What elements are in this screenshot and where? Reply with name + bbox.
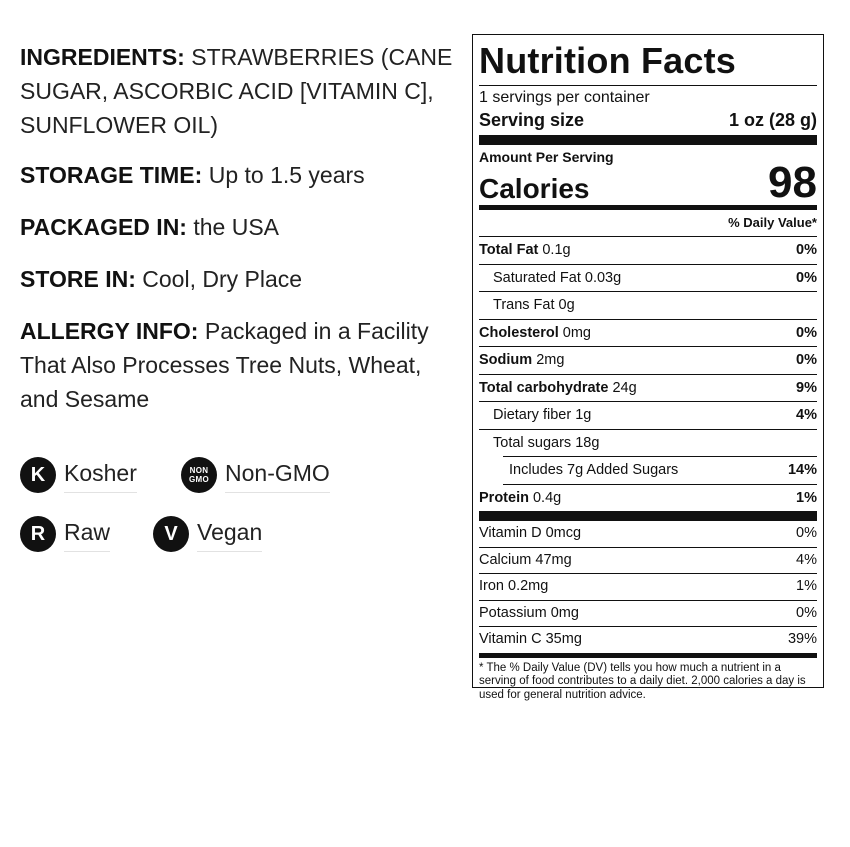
sodium-dv: 0% (796, 352, 817, 368)
cholesterol-label: Cholesterol (479, 324, 559, 341)
raw-label: Raw (64, 517, 111, 552)
total-fat-dv: 0% (796, 242, 817, 258)
daily-value-footnote: * The % Daily Value (DV) tells you how m… (479, 661, 806, 701)
daily-value-header: % Daily Value* (479, 210, 817, 237)
ingredients-text: STRAWBERRIES (CANE SUGAR, ASCORBIC ACID … (20, 44, 453, 138)
potassium-label: Potassium 0mg (479, 604, 579, 621)
protein-label: Protein (479, 489, 529, 506)
vitamin-c-dv: 39% (787, 631, 817, 647)
carbohydrate-dv: 9% (796, 379, 817, 396)
sodium-amount: 2mg (532, 352, 565, 368)
ingredients: INGREDIENTS: STRAWBERRIES (CANE SUGAR, A… (20, 40, 460, 142)
storage-label: STORAGE TIME: (20, 162, 203, 188)
cholesterol-amount: 0mg (558, 324, 592, 341)
total-fat-label: Total Fat (479, 242, 539, 258)
row-protein: Protein 0.4g 1% (479, 485, 817, 512)
row-calcium: Calcium 47mg 4% (479, 548, 817, 574)
divider-thick (479, 135, 817, 145)
badge-vegan: V Vegan (153, 516, 263, 552)
saturated-fat-label: Saturated Fat 0.03g (493, 269, 622, 286)
packaged-label: PACKAGED IN: (20, 214, 187, 240)
storage-time: STORAGE TIME: Up to 1.5 years (20, 158, 365, 192)
row-total-carbohydrate: Total carbohydrate 24g 9% (479, 375, 817, 402)
row-vitamin-c: Vitamin C 35mg 39% (479, 627, 817, 653)
allergy-text: Packaged in a Facility That Also Process… (20, 318, 429, 412)
calcium-dv: 4% (796, 551, 817, 568)
non-gmo-label: Non-GMO (225, 458, 330, 493)
serving-size: Serving size 1 oz (28 g) (479, 109, 817, 131)
vegan-label: Vegan (197, 517, 263, 552)
store-in: STORE IN: Cool, Dry Place (20, 262, 302, 296)
row-total-fat: Total Fat 0.1g 0% (479, 237, 817, 265)
carbohydrate-amount: 24g (608, 379, 637, 396)
row-potassium: Potassium 0mg 0% (479, 601, 817, 627)
non-gmo-icon-line1: NON (189, 466, 209, 475)
row-added-sugars: Includes 7g Added Sugars 14% (503, 456, 817, 485)
divider-thick-vitamins (479, 511, 817, 521)
nutrition-title: Nutrition Facts (479, 35, 817, 86)
row-dietary-fiber: Dietary fiber 1g 4% (479, 402, 817, 430)
row-saturated-fat: Saturated Fat 0.03g 0% (479, 265, 817, 292)
dietary-fiber-dv: 4% (796, 407, 817, 423)
servings-per-container: 1 servings per container (479, 89, 650, 106)
cholesterol-dv: 0% (796, 324, 817, 341)
iron-dv: 1% (796, 578, 817, 594)
sodium-label: Sodium (479, 352, 533, 368)
store-label: STORE IN: (20, 266, 136, 292)
calories-value: 98 (768, 158, 817, 207)
protein-dv: 1% (796, 489, 817, 506)
kosher-icon: K (20, 457, 56, 493)
storage-text: Up to 1.5 years (202, 162, 365, 188)
packaged-text: the USA (186, 214, 280, 240)
divider-medium (479, 205, 817, 210)
added-sugars-label: Includes 7g Added Sugars (509, 462, 679, 478)
raw-icon: R (20, 516, 56, 552)
iron-label: Iron 0.2mg (479, 578, 549, 594)
row-sodium: Sodium 2mg 0% (479, 347, 817, 375)
non-gmo-icon: NON GMO (181, 457, 217, 493)
total-fat-amount: 0.1g (538, 242, 571, 258)
allergy-label: ALLERGY INFO: (20, 318, 199, 344)
divider-footnote (479, 652, 817, 658)
serving-size-value: 1 oz (28 g) (728, 110, 817, 130)
store-text: Cool, Dry Place (135, 266, 303, 292)
row-cholesterol: Cholesterol 0mg 0% (479, 320, 817, 347)
calcium-label: Calcium 47mg (479, 551, 572, 568)
badge-kosher: K Kosher (20, 457, 137, 493)
protein-amount: 0.4g (528, 489, 562, 506)
nutrition-facts-label: Nutrition Facts 1 servings per container… (472, 34, 824, 701)
potassium-dv: 0% (796, 604, 817, 621)
row-iron: Iron 0.2mg 1% (479, 574, 817, 601)
row-trans-fat: Trans Fat 0g (479, 292, 817, 320)
row-vitamin-d: Vitamin D 0mcg 0% (479, 521, 817, 548)
calories-label: Calories (479, 173, 590, 204)
allergy-info: ALLERGY INFO: Packaged in a Facility Tha… (20, 314, 460, 416)
kosher-label: Kosher (64, 458, 137, 493)
vitamin-d-dv: 0% (796, 525, 817, 541)
row-total-sugars: Total sugars 18g (479, 430, 817, 457)
trans-fat-label: Trans Fat 0g (493, 297, 575, 313)
packaged-in: PACKAGED IN: the USA (20, 210, 279, 244)
badge-raw: R Raw (20, 516, 111, 552)
serving-size-label: Serving size (479, 110, 585, 130)
vitamin-d-label: Vitamin D 0mcg (479, 525, 582, 541)
dietary-fiber-label: Dietary fiber 1g (493, 407, 592, 423)
saturated-fat-dv: 0% (796, 269, 817, 286)
added-sugars-dv: 14% (787, 462, 817, 478)
calories-row: Calories 98 (479, 161, 817, 205)
badge-non-gmo: NON GMO Non-GMO (181, 457, 330, 493)
ingredients-label: INGREDIENTS: (20, 44, 185, 70)
vegan-icon: V (153, 516, 189, 552)
vitamin-c-label: Vitamin C 35mg (479, 631, 582, 647)
non-gmo-icon-line2: GMO (188, 475, 209, 484)
amount-per-serving: Amount Per Serving (479, 149, 614, 165)
carbohydrate-label: Total carbohydrate (479, 379, 609, 396)
total-sugars-label: Total sugars 18g (493, 434, 600, 451)
